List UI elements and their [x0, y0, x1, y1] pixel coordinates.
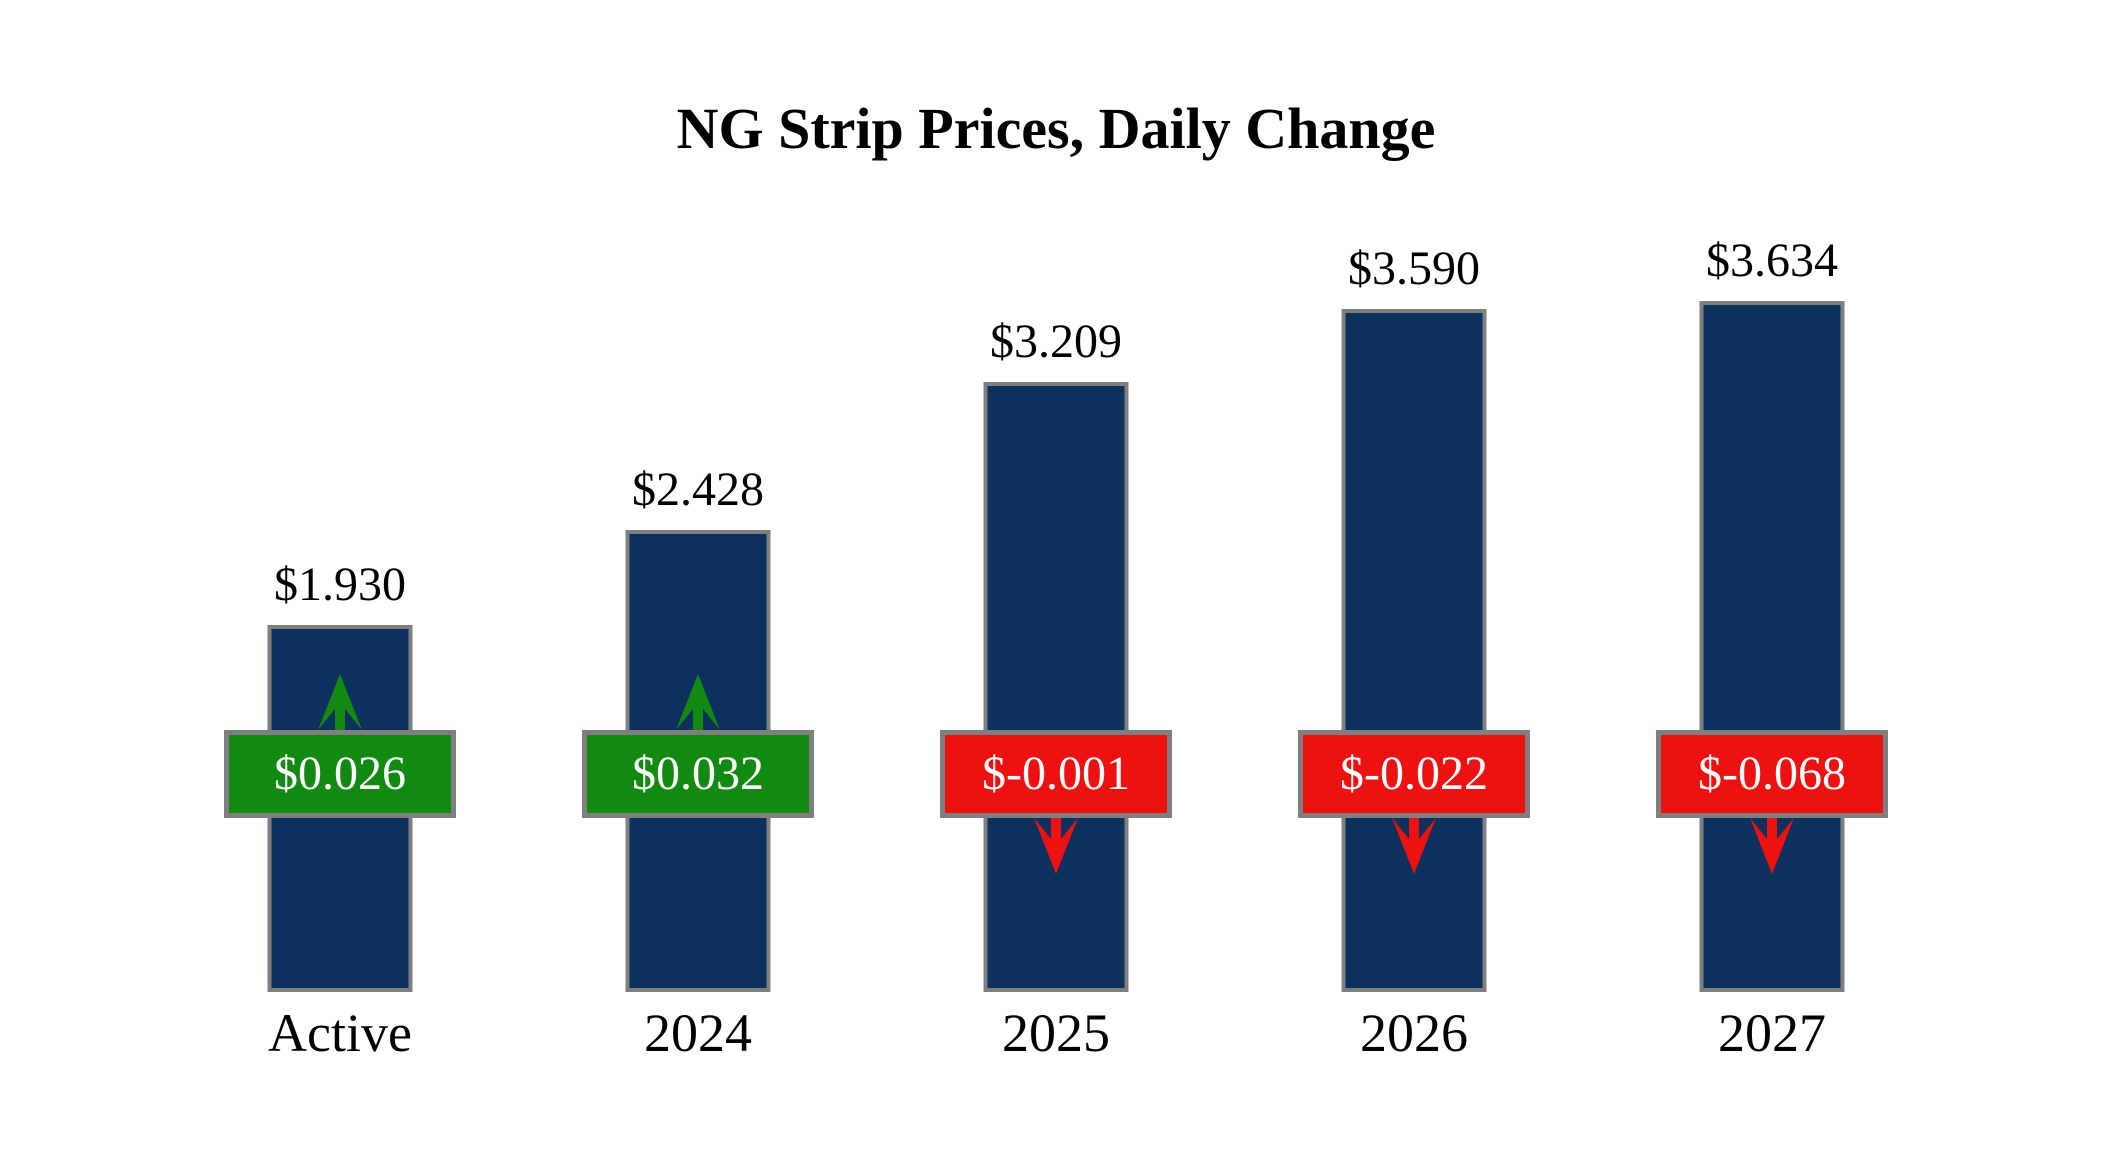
change-badge: $-0.068 [1656, 730, 1888, 818]
price-label: $3.590 [1348, 242, 1480, 295]
category-label: 2027 [1718, 1003, 1826, 1063]
bar-group-2024: $2.428 $0.032 2024 [582, 0, 814, 1152]
price-label: $2.428 [632, 463, 764, 516]
change-badge: $-0.022 [1298, 730, 1530, 818]
bar-group-2025: $3.209 $-0.001 2025 [940, 0, 1172, 1152]
down-arrow-icon [1392, 818, 1436, 874]
category-label: 2024 [644, 1003, 752, 1063]
change-badge: $0.026 [224, 730, 456, 818]
down-arrow-icon [1034, 818, 1078, 874]
change-badge: $-0.001 [940, 730, 1172, 818]
price-label: $3.634 [1706, 234, 1838, 287]
chart-title: NG Strip Prices, Daily Change [676, 96, 1436, 161]
bar-group-2026: $3.590 $-0.022 2026 [1298, 0, 1530, 1152]
category-label: 2025 [1002, 1003, 1110, 1063]
up-arrow-icon [676, 674, 720, 730]
price-bar [1341, 309, 1487, 992]
category-label: 2026 [1360, 1003, 1468, 1063]
price-bar [1699, 301, 1845, 992]
bar-group-2027: $3.634 $-0.068 2027 [1656, 0, 1888, 1152]
change-badge: $0.032 [582, 730, 814, 818]
bar-group-active: $1.930 $0.026 Active [224, 0, 456, 1152]
price-label: $1.930 [274, 558, 406, 611]
price-label: $3.209 [990, 315, 1122, 368]
category-label: Active [268, 1003, 412, 1063]
price-bar [983, 382, 1129, 992]
down-arrow-icon [1750, 818, 1794, 874]
up-arrow-icon [318, 674, 362, 730]
